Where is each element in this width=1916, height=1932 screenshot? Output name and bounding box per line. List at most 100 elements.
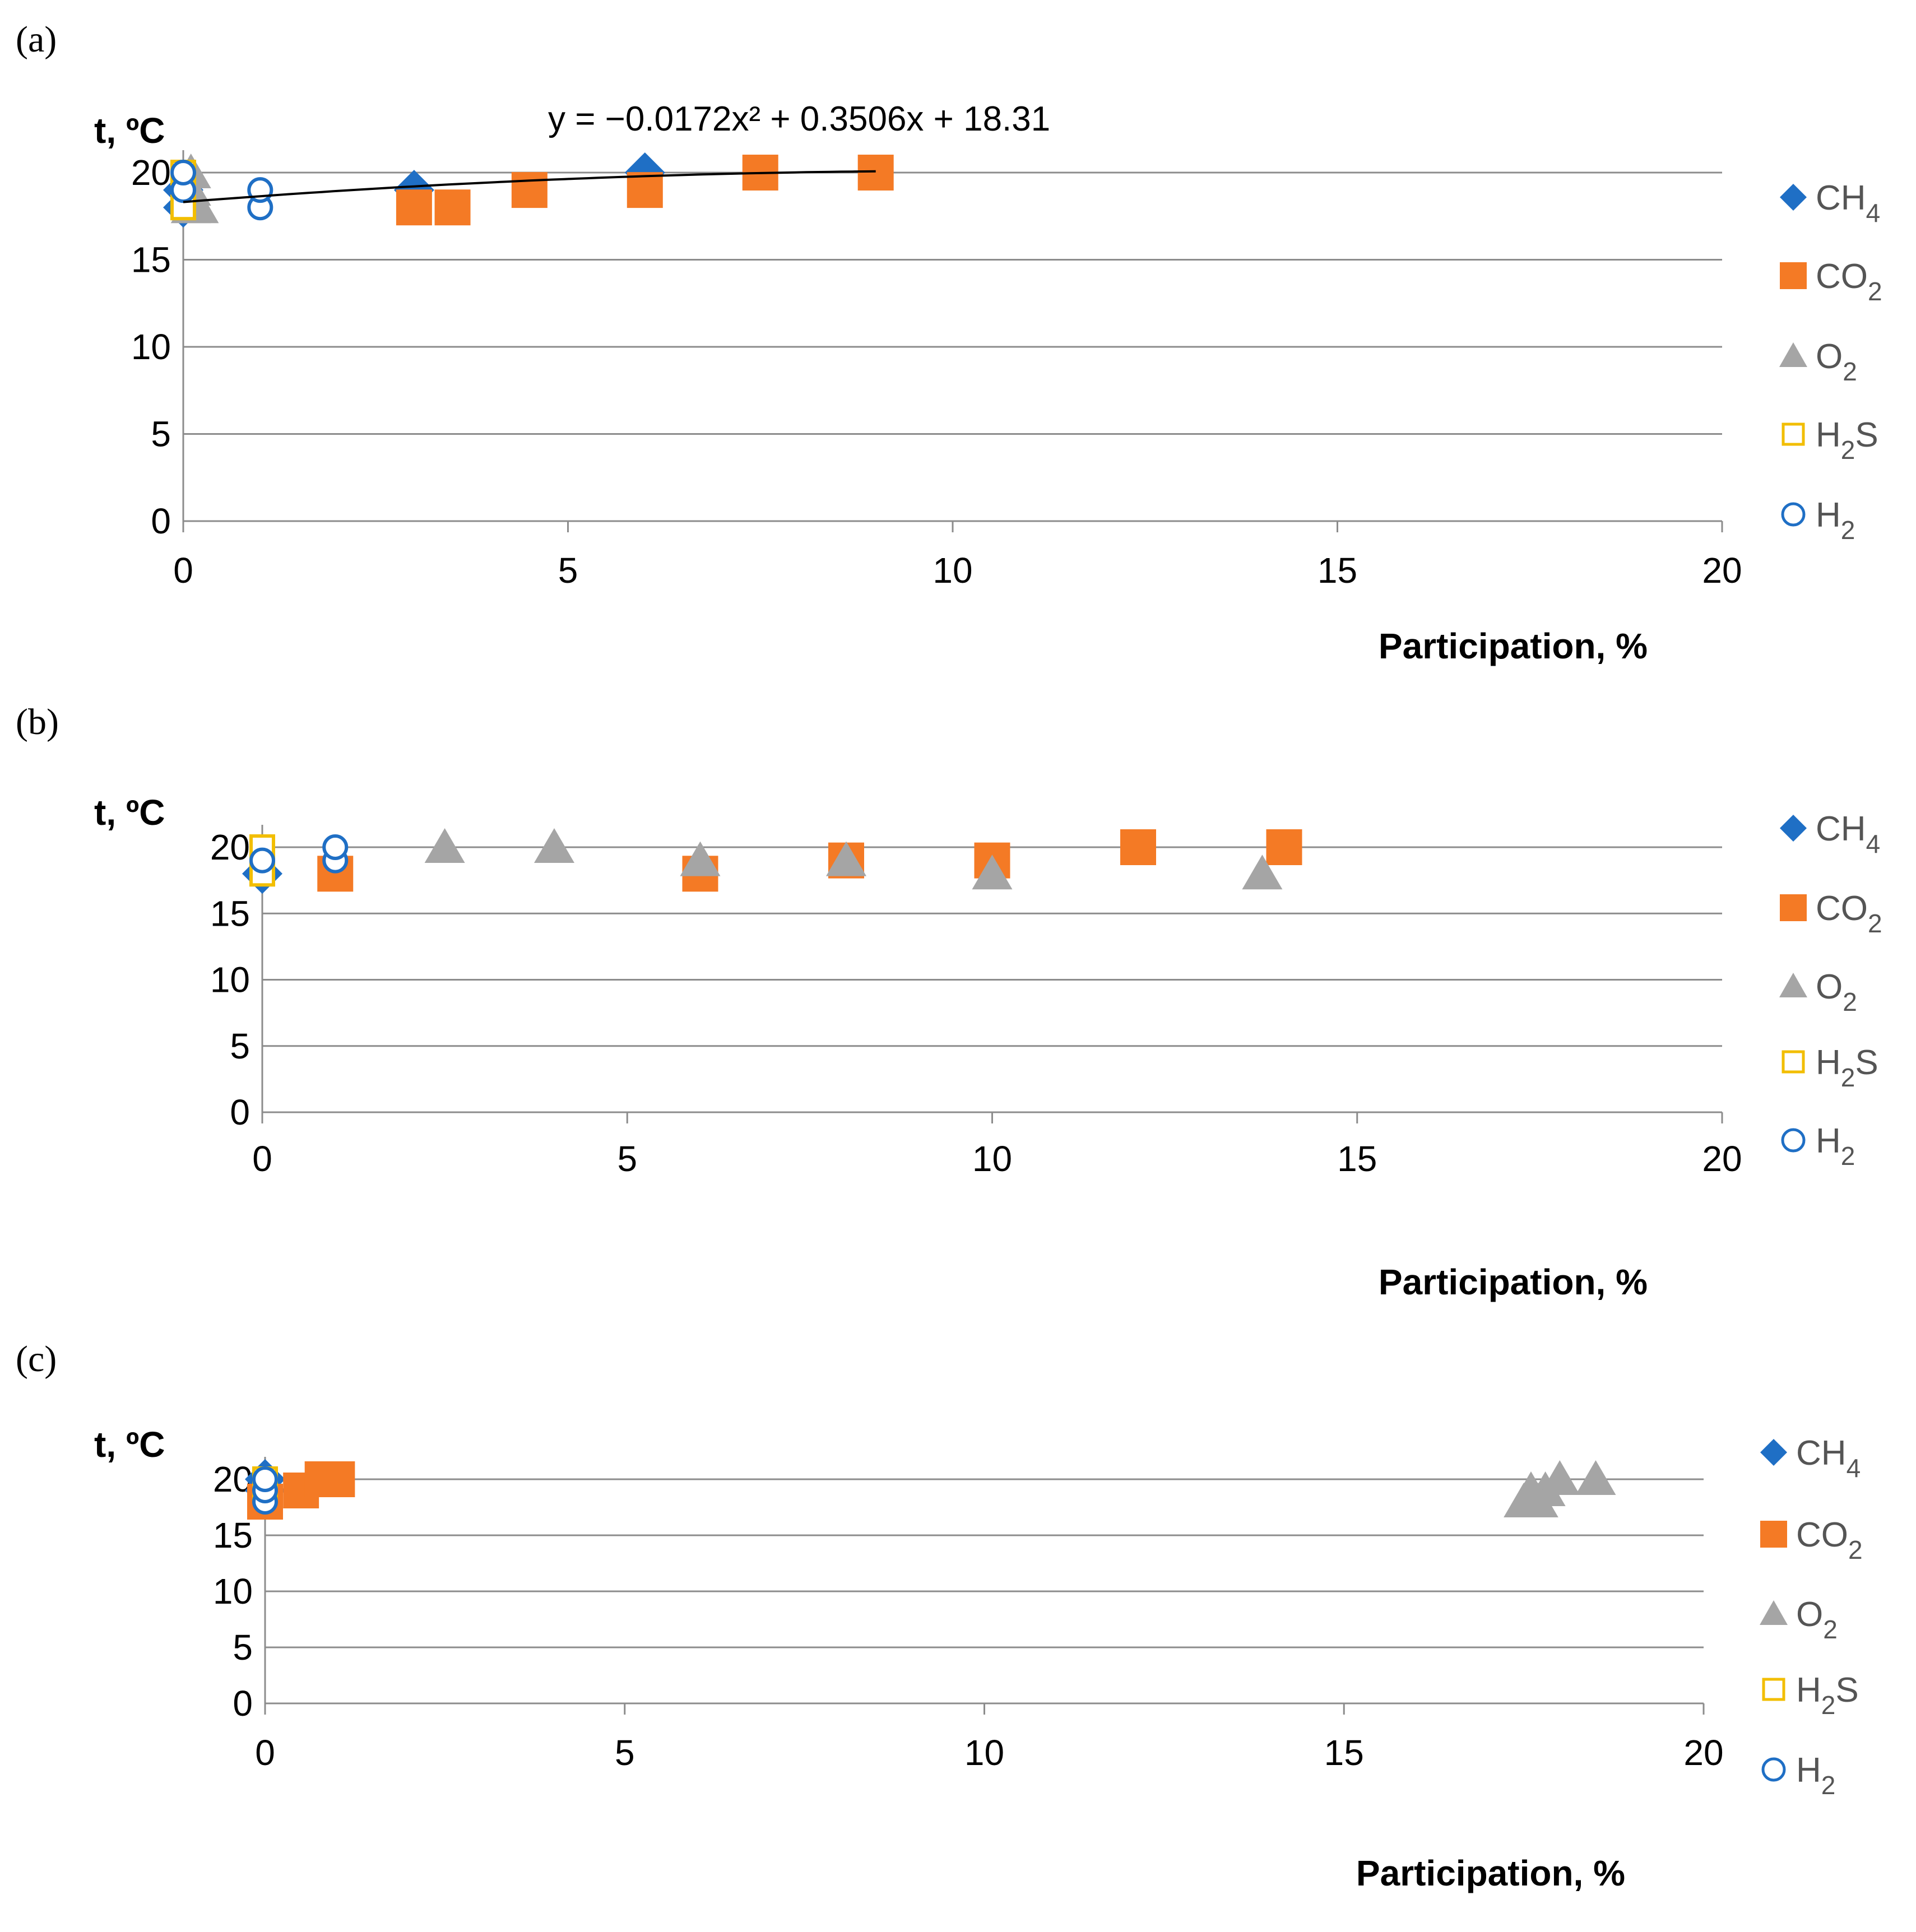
legend-item-H2S: H2S	[1762, 1671, 1859, 1720]
legend-label-CO2: CO2	[1816, 257, 1882, 306]
data-point-CO2	[1266, 829, 1302, 865]
legend-item-H2: H2	[1781, 1122, 1855, 1171]
legend-marker-H2S	[1782, 422, 1805, 446]
x-tick-label: 0	[255, 1733, 275, 1773]
legend-item-CO2: CO2	[1760, 1516, 1863, 1564]
x-tick-label: 5	[558, 550, 578, 591]
legend-marker-CH4	[1760, 1439, 1787, 1466]
data-point-CO2	[511, 172, 548, 208]
legend-label-H2: H2	[1796, 1751, 1835, 1800]
legend-item-CO2: CO2	[1780, 257, 1882, 306]
series-O2	[1504, 1460, 1616, 1517]
x-tick-label: 15	[1337, 1139, 1377, 1179]
x-axis-title: Participation, %	[1356, 1853, 1625, 1893]
legend-marker-CH4	[1780, 184, 1807, 211]
legend-marker-H2S	[1782, 1050, 1805, 1074]
legend-label-O2: O2	[1796, 1595, 1838, 1644]
legend-marker-CO2	[1760, 1521, 1787, 1548]
data-point-O2	[680, 841, 721, 876]
legend-item-O2: O2	[1779, 337, 1857, 386]
y-tick-label: 15	[131, 240, 171, 280]
legend-label-CO2: CO2	[1796, 1516, 1863, 1564]
legend-marker-H2	[1781, 1128, 1806, 1153]
legend-marker-O2	[1760, 1600, 1788, 1625]
legend-item-H2S: H2S	[1782, 1043, 1878, 1092]
y-tick-label: 0	[233, 1683, 253, 1724]
y-axis-title: t, ºC	[94, 110, 165, 151]
legend-label-H2S: H2S	[1816, 416, 1878, 465]
panel-label: (b)	[16, 702, 59, 742]
x-axis-title: Participation, %	[1379, 626, 1648, 666]
x-tick-label: 10	[964, 1733, 1004, 1773]
legend-marker-CO2	[1780, 262, 1807, 289]
y-tick-label: 15	[213, 1515, 253, 1555]
data-point-H2	[249, 847, 275, 874]
legend-label-CO2: CO2	[1816, 889, 1882, 938]
legend-marker-H2	[1781, 502, 1806, 527]
x-tick-label: 5	[617, 1139, 637, 1179]
x-tick-label: 0	[173, 550, 193, 591]
series-H2	[252, 1466, 278, 1515]
legend-marker-O2	[1779, 973, 1807, 997]
legend-label-O2: O2	[1816, 968, 1857, 1016]
y-tick-label: 0	[230, 1092, 250, 1132]
legend-label-H2: H2	[1816, 1122, 1855, 1171]
x-tick-label: 20	[1702, 1139, 1742, 1179]
data-point-O2	[424, 828, 465, 863]
series-CO2	[317, 829, 1302, 892]
panel-label: (c)	[16, 1339, 57, 1380]
y-tick-label: 10	[131, 327, 171, 367]
data-point-O2	[1242, 854, 1283, 890]
data-point-O2	[972, 854, 1013, 890]
legend-marker-CH4	[1780, 815, 1807, 842]
x-tick-label: 5	[615, 1733, 635, 1773]
legend-marker-H2	[1761, 1757, 1786, 1782]
data-point-H2	[322, 834, 349, 860]
legend-label-CH4: CH4	[1816, 810, 1880, 858]
legend-item-CH4: CH4	[1780, 810, 1880, 858]
panel-label: (a)	[16, 19, 57, 60]
legend-item-CH4: CH4	[1780, 179, 1880, 227]
y-tick-label: 5	[233, 1627, 253, 1668]
legend-label-CH4: CH4	[1796, 1434, 1861, 1483]
data-point-O2	[1539, 1460, 1580, 1495]
data-point-O2	[534, 828, 574, 863]
legend-label-O2: O2	[1816, 337, 1857, 386]
legend-marker-H2S	[1762, 1678, 1785, 1701]
chart-panel-b: (b) 0 5 10 15 20 0 5 10 15 20 t, ºC Participation, %…	[16, 702, 1882, 1302]
data-point-H2	[170, 160, 196, 185]
legend-label-CH4: CH4	[1816, 179, 1880, 227]
y-tick-label: 10	[210, 960, 250, 1000]
legend-item-H2S: H2S	[1782, 416, 1878, 465]
data-point-H2	[252, 1466, 278, 1492]
x-tick-label: 15	[1317, 550, 1357, 591]
data-point-CO2	[319, 1461, 355, 1497]
data-point-CO2	[1120, 829, 1156, 865]
data-point-O2	[1575, 1460, 1616, 1495]
y-axis-title: t, ºC	[94, 1424, 165, 1465]
legend-item-H2: H2	[1781, 496, 1855, 545]
x-tick-label: 10	[972, 1139, 1012, 1179]
legend-marker-CO2	[1780, 894, 1807, 921]
y-tick-label: 10	[213, 1571, 253, 1611]
y-tick-label: 15	[210, 893, 250, 934]
legend-item-CH4: CH4	[1760, 1434, 1861, 1483]
y-tick-label: 20	[131, 152, 171, 193]
legend-item-O2: O2	[1760, 1595, 1838, 1644]
legend-item-CO2: CO2	[1780, 889, 1882, 938]
legend-label-H2S: H2S	[1816, 1043, 1878, 1092]
y-tick-label: 5	[151, 414, 171, 454]
y-axis-title: t, ºC	[94, 792, 165, 833]
series-H2	[249, 834, 349, 874]
x-tick-label: 10	[933, 550, 972, 591]
x-tick-label: 15	[1324, 1733, 1364, 1773]
data-point-O2	[826, 841, 866, 876]
legend-label-H2S: H2S	[1796, 1671, 1859, 1720]
series-H2	[170, 160, 273, 221]
y-tick-label: 0	[151, 501, 171, 541]
x-tick-label: 0	[252, 1139, 272, 1179]
data-point-CO2	[434, 189, 471, 226]
